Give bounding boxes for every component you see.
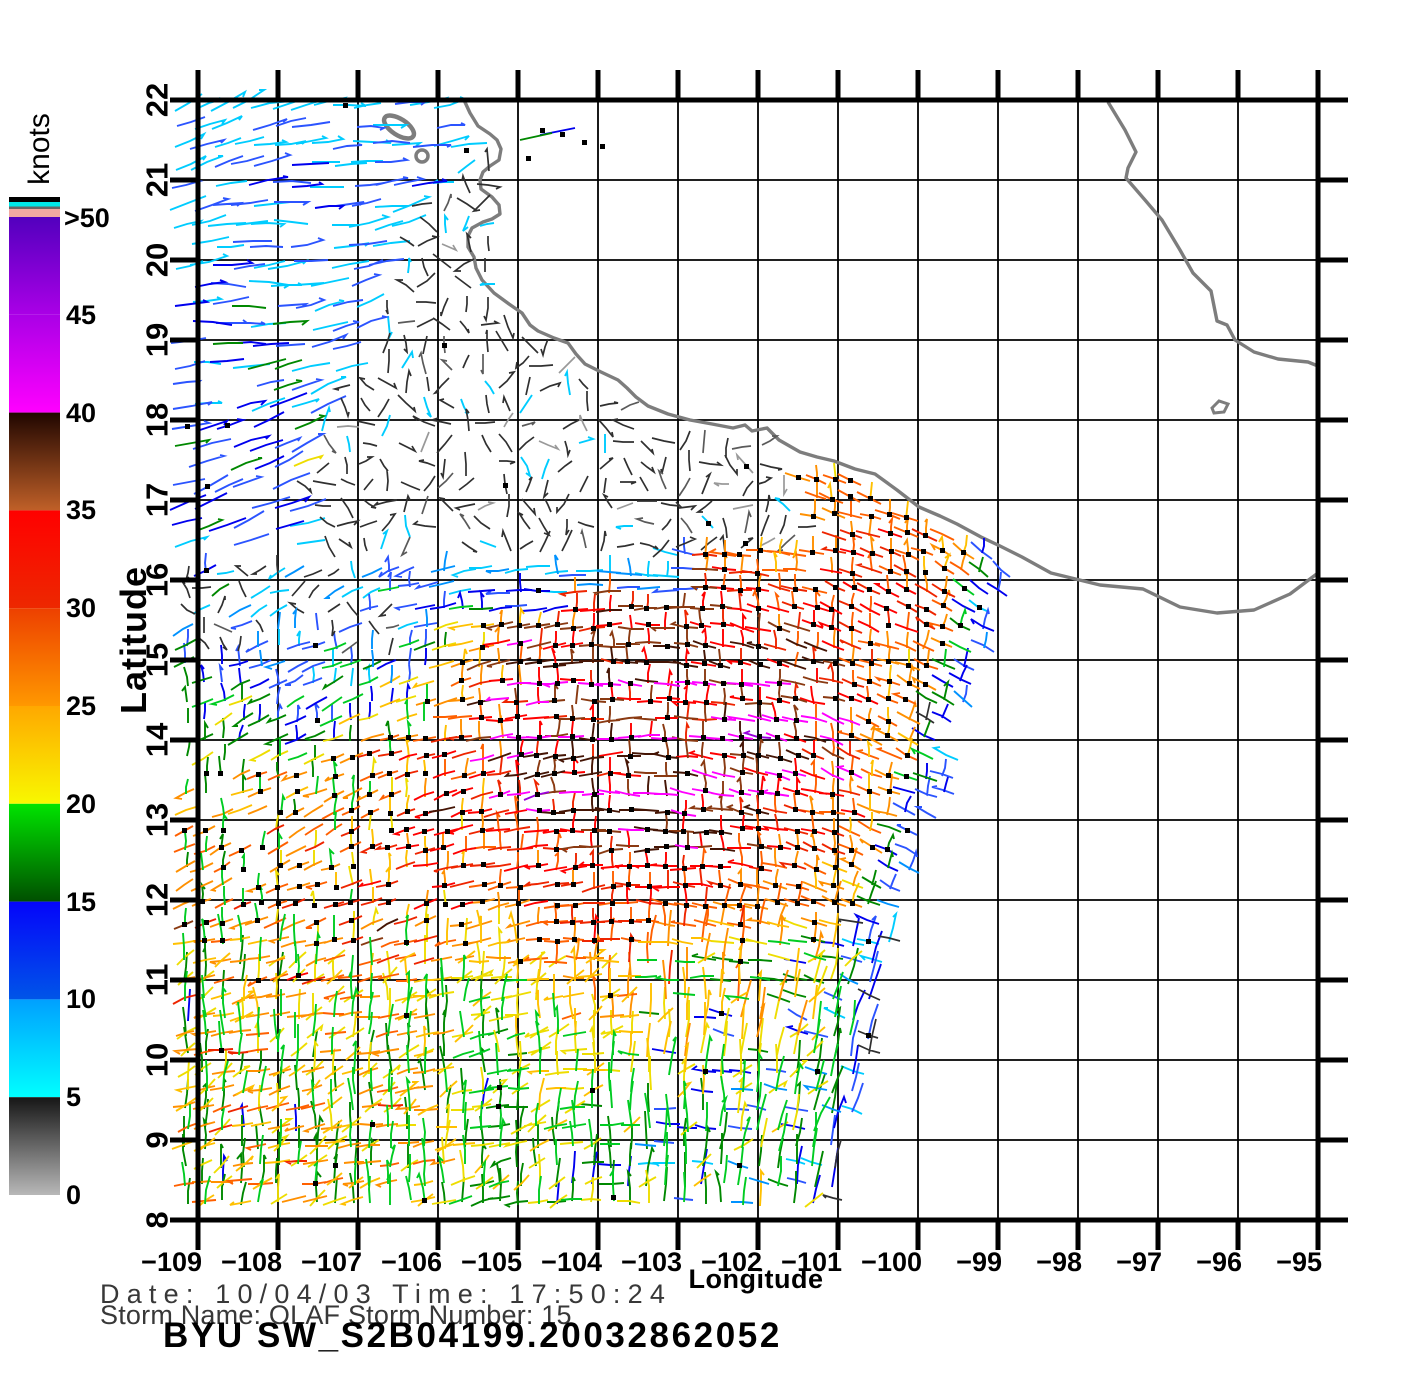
svg-text:40: 40	[66, 398, 96, 428]
svg-text:17: 17	[140, 483, 175, 517]
svg-text:−100: −100	[861, 1247, 922, 1277]
svg-text:5: 5	[66, 1082, 81, 1112]
svg-text:11: 11	[140, 964, 175, 997]
svg-text:−101: −101	[781, 1247, 842, 1277]
svg-text:−99: −99	[956, 1247, 1002, 1277]
svg-text:−102: −102	[701, 1247, 762, 1277]
svg-text:−107: −107	[301, 1247, 362, 1277]
svg-text:−104: −104	[541, 1247, 602, 1277]
svg-text:30: 30	[66, 593, 96, 623]
svg-text:>50: >50	[64, 203, 110, 233]
svg-text:−96: −96	[1196, 1247, 1242, 1277]
svg-text:14: 14	[140, 722, 175, 757]
svg-text:45: 45	[66, 300, 96, 330]
svg-text:BYU SW_S2B04199.20032862052: BYU SW_S2B04199.20032862052	[163, 1316, 782, 1355]
svg-text:16: 16	[140, 563, 175, 597]
svg-text:10: 10	[140, 1043, 175, 1077]
svg-text:−106: −106	[381, 1247, 442, 1277]
svg-text:Latitude: Latitude	[113, 566, 154, 714]
svg-text:12: 12	[140, 883, 175, 917]
svg-text:−108: −108	[221, 1247, 282, 1277]
svg-text:−103: −103	[621, 1247, 682, 1277]
svg-text:Longitude: Longitude	[689, 1264, 824, 1294]
svg-text:−98: −98	[1036, 1247, 1082, 1277]
svg-text:10: 10	[66, 984, 96, 1014]
svg-text:−97: −97	[1116, 1247, 1162, 1277]
svg-text:18: 18	[140, 403, 175, 437]
svg-text:0: 0	[66, 1180, 81, 1210]
svg-text:35: 35	[66, 495, 96, 525]
svg-text:−105: −105	[461, 1247, 522, 1277]
svg-text:15: 15	[66, 887, 96, 917]
svg-text:19: 19	[140, 323, 175, 357]
svg-text:Storm Name: OLAF Storm N: Storm Name: OLAF Storm Number: 15	[100, 1300, 572, 1330]
svg-text:15: 15	[140, 643, 175, 677]
svg-text:−95: −95	[1276, 1247, 1322, 1277]
svg-text:knots: knots	[23, 113, 56, 185]
svg-text:8: 8	[140, 1211, 175, 1228]
svg-text:9: 9	[140, 1131, 175, 1148]
svg-text:22: 22	[140, 83, 175, 117]
svg-text:13: 13	[140, 803, 175, 837]
svg-text:21: 21	[140, 163, 175, 197]
svg-text:25: 25	[66, 691, 96, 721]
svg-text:−109: −109	[141, 1247, 202, 1277]
svg-text:20: 20	[140, 243, 175, 277]
svg-text:Date: 10/04/03 Time: 17:5: Date: 10/04/03 Time: 17:50:24	[100, 1279, 672, 1309]
svg-text:20: 20	[66, 789, 96, 819]
